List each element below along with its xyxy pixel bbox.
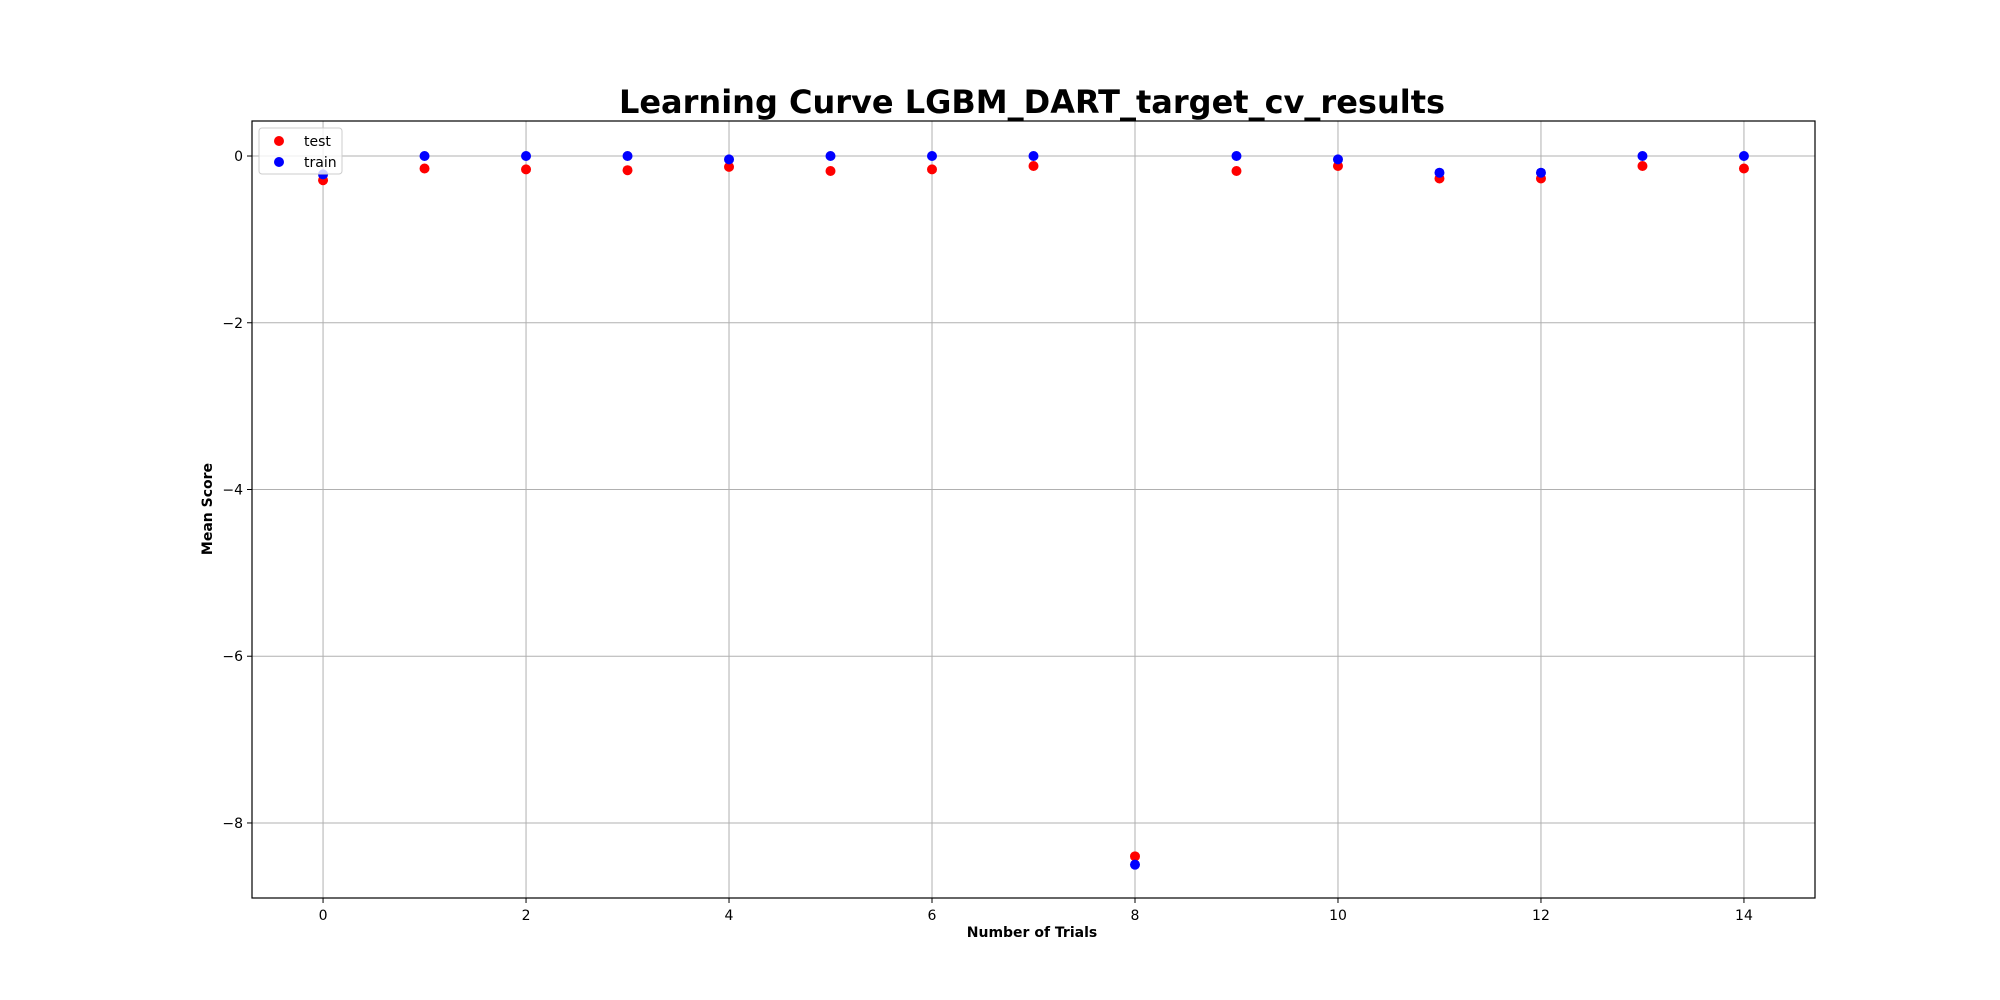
x-tick-label: 2 (522, 908, 531, 924)
data-points (318, 151, 1749, 870)
point-train (1332, 154, 1343, 165)
point-test (1738, 163, 1749, 174)
y-tick-label: −2 (222, 316, 243, 332)
point-test (724, 161, 735, 172)
legend-label-train: train (304, 155, 337, 171)
legend: test train (258, 127, 343, 175)
point-train (724, 154, 735, 165)
point-test (419, 163, 430, 174)
point-train (927, 151, 938, 162)
y-axis: 0 −2 −4 −6 −8 (222, 149, 252, 832)
point-train (622, 151, 633, 162)
point-test (825, 166, 836, 177)
y-tick-label: −4 (222, 482, 243, 498)
legend-marker-train (274, 157, 284, 167)
point-train (1129, 859, 1140, 870)
y-tick-label: −6 (222, 649, 243, 665)
point-train (521, 151, 532, 162)
x-tick-label: 4 (725, 908, 734, 924)
grid (252, 121, 1815, 898)
x-axis-title: Number of Trials (967, 925, 1097, 941)
point-test (1028, 161, 1039, 172)
chart-title: Learning Curve LGBM_DART_target_cv_resul… (619, 83, 1445, 121)
point-test (521, 164, 532, 175)
point-test (1129, 851, 1140, 862)
x-tick-label: 10 (1329, 908, 1347, 924)
y-axis-title: Mean Score (200, 463, 216, 555)
point-train (1637, 151, 1648, 162)
plot-area-frame (251, 120, 1816, 899)
x-tick-label: 0 (319, 908, 328, 924)
point-train (1028, 151, 1039, 162)
x-tick-label: 8 (1131, 908, 1140, 924)
point-train (1434, 167, 1445, 178)
point-train (419, 151, 430, 162)
y-tick-label: −8 (222, 816, 243, 832)
x-tick-label: 14 (1735, 908, 1753, 924)
point-test (1231, 166, 1242, 177)
x-axis: 0 2 4 6 8 10 12 14 (319, 898, 1753, 924)
point-train (1535, 167, 1546, 178)
point-test (622, 165, 633, 176)
point-train (1231, 151, 1242, 162)
legend-label-test: test (304, 134, 331, 150)
x-tick-label: 6 (928, 908, 937, 924)
point-train (1738, 151, 1749, 162)
legend-marker-test (274, 136, 284, 146)
point-test (927, 164, 938, 175)
point-test (1637, 161, 1648, 172)
point-train (825, 151, 836, 162)
x-tick-label: 12 (1532, 908, 1550, 924)
y-tick-label: 0 (234, 149, 243, 165)
